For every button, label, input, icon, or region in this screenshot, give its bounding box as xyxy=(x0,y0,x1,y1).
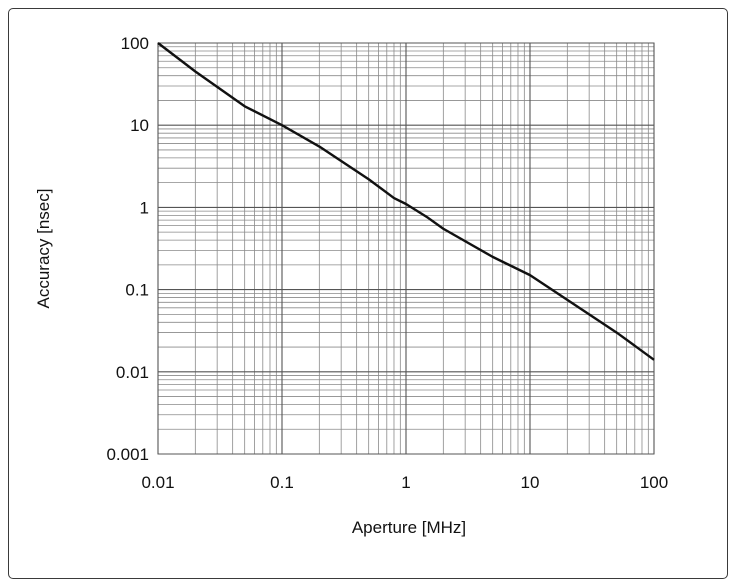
y-tick-label: 0.001 xyxy=(106,445,149,464)
x-axis-ticks: 0.01 0.1 1 10 100 xyxy=(141,473,668,492)
chart-grid xyxy=(157,42,655,455)
x-tick-label: 0.1 xyxy=(270,473,294,492)
chart-series xyxy=(157,42,655,361)
x-tick-label: 1 xyxy=(401,473,410,492)
x-tick-label: 0.01 xyxy=(141,473,174,492)
y-tick-label: 1 xyxy=(140,198,149,217)
y-tick-label: 0.01 xyxy=(116,363,149,382)
x-axis-title: Aperture [MHz] xyxy=(352,518,466,537)
series-line-1 xyxy=(157,42,655,361)
x-tick-label: 10 xyxy=(521,473,540,492)
y-axis-ticks: 100 10 1 0.1 0.01 0.001 xyxy=(106,34,149,464)
y-axis-title: Accuracy [nsec] xyxy=(34,189,53,309)
plot-area xyxy=(157,42,655,455)
y-tick-label: 0.1 xyxy=(125,281,149,300)
y-tick-label: 10 xyxy=(130,116,149,135)
chart-frame: 100 10 1 0.1 0.01 0.001 0.01 0.1 1 10 100 Apertur… xyxy=(8,8,728,579)
chart: 100 10 1 0.1 0.01 0.001 0.01 0.1 1 10 100 Apertur… xyxy=(34,34,668,537)
x-tick-label: 100 xyxy=(640,473,668,492)
y-tick-label: 100 xyxy=(121,34,149,53)
